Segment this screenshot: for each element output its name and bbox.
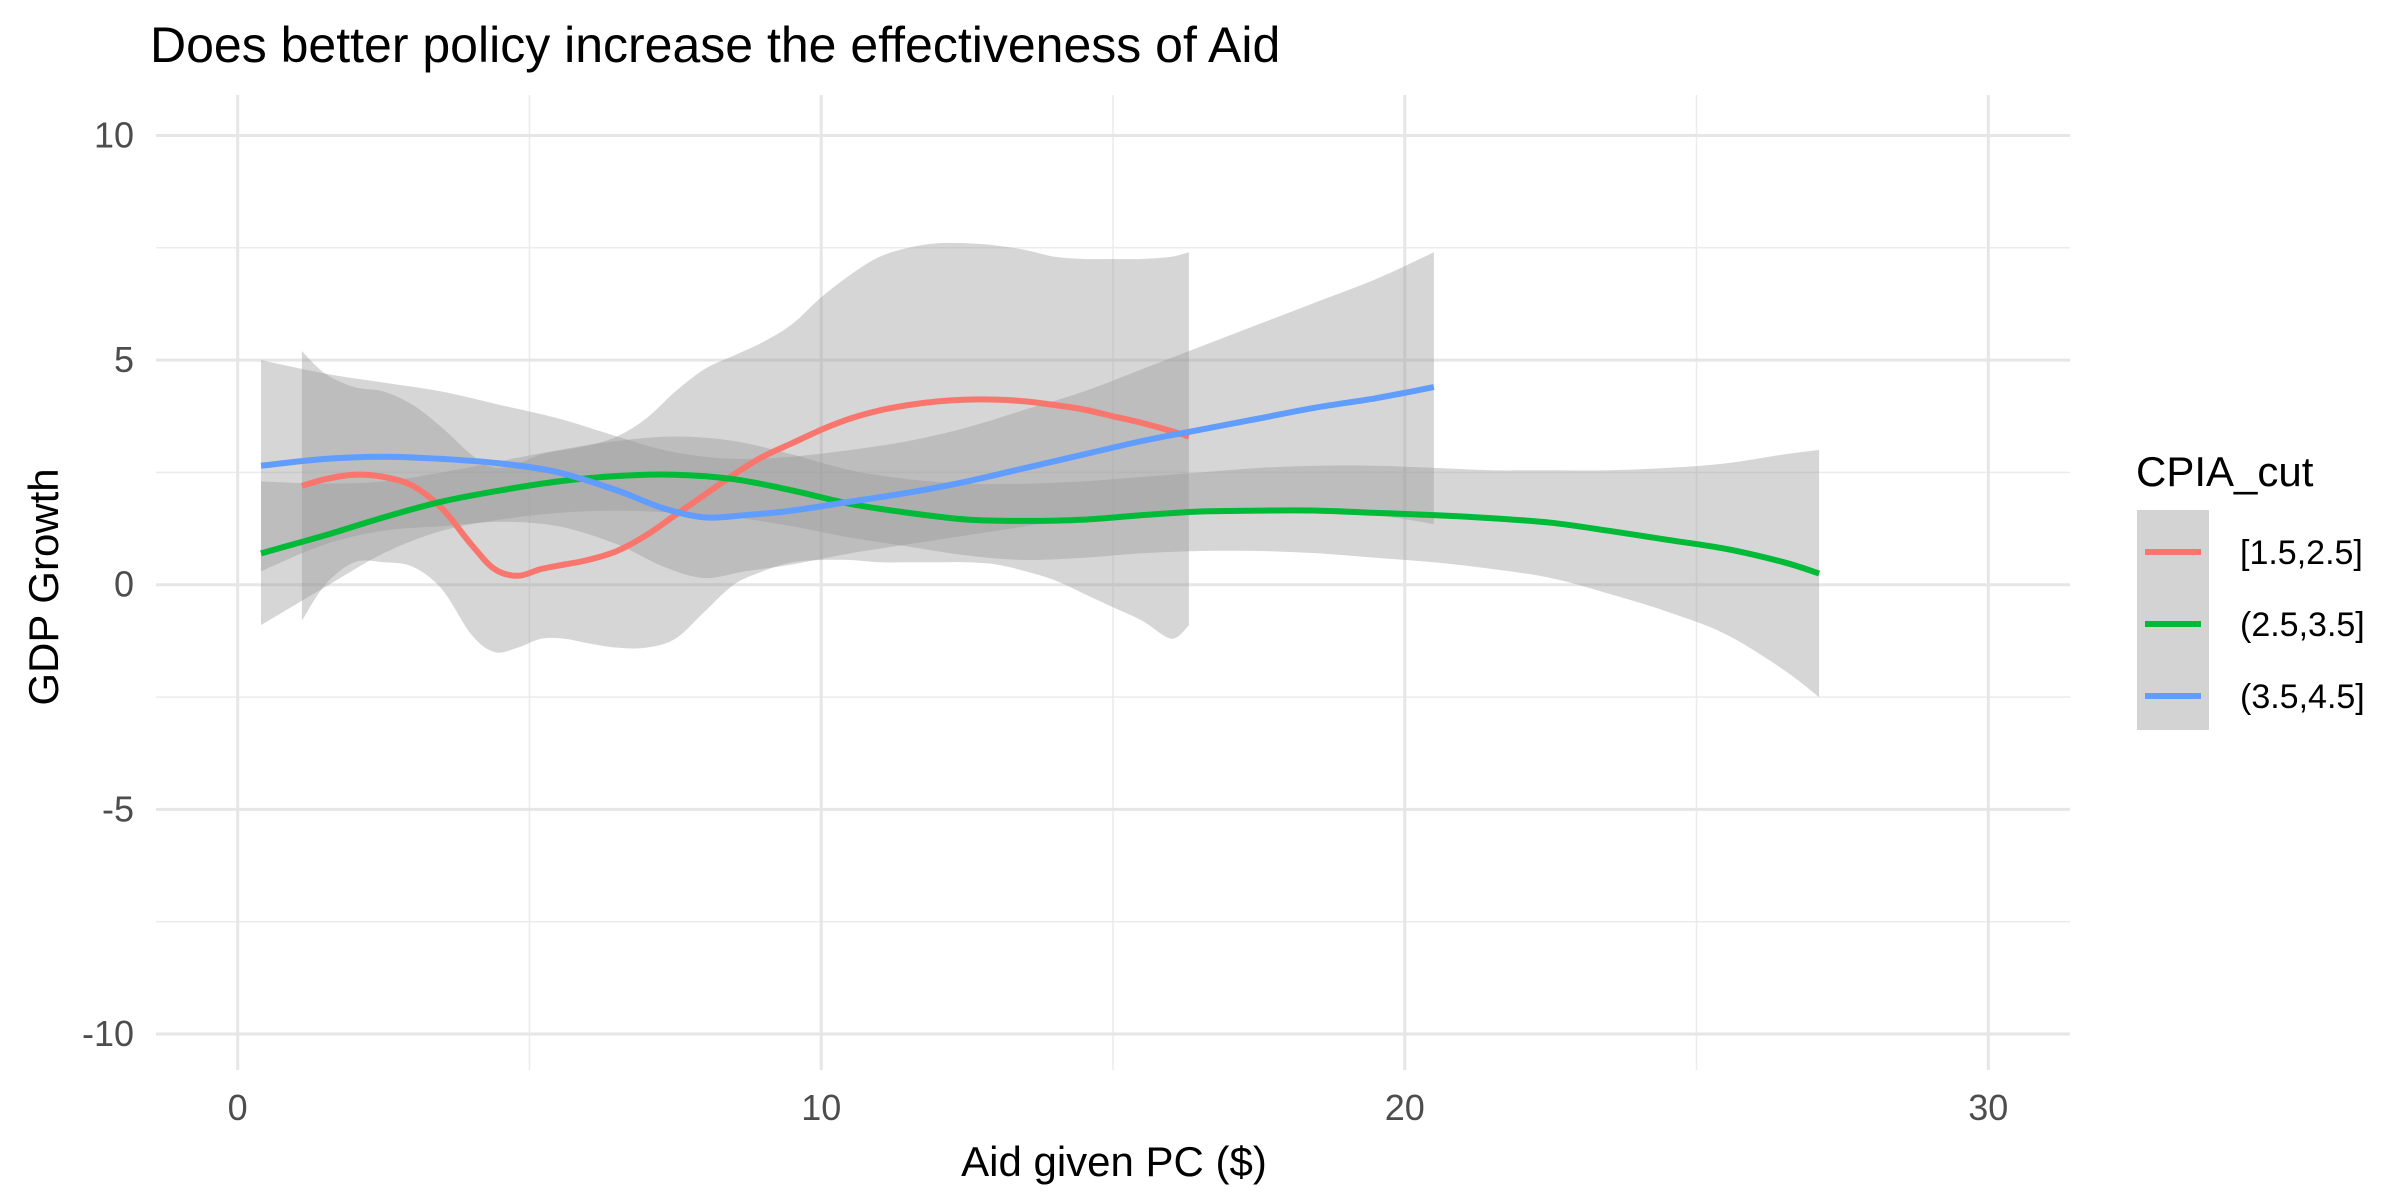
series-line xyxy=(301,396,1190,579)
tick-labels: 0 10 20 30 -10 -5 0 5 10 xyxy=(82,114,2008,1128)
legend-label: (2.5,3.5] xyxy=(2240,606,2365,644)
y-tick-label: -5 xyxy=(102,788,134,829)
y-axis-title: GDP Growth xyxy=(20,468,67,705)
confidence-band xyxy=(301,242,1189,653)
y-tick-label: 5 xyxy=(114,339,134,380)
x-axis-title: Aid given PC ($) xyxy=(961,1138,1267,1185)
y-tick-label: -10 xyxy=(82,1013,134,1054)
series-line xyxy=(260,384,1435,521)
legend-label: (3.5,4.5] xyxy=(2240,678,2365,716)
legend-title: CPIA_cut xyxy=(2136,448,2314,495)
x-tick-label: 0 xyxy=(228,1087,248,1128)
grid xyxy=(156,95,2070,1070)
x-tick-label: 20 xyxy=(1385,1087,1425,1128)
series-lines xyxy=(260,384,1821,579)
y-tick-label: 10 xyxy=(94,114,134,155)
y-tick-label: 0 xyxy=(114,564,134,605)
x-tick-label: 30 xyxy=(1968,1087,2008,1128)
x-tick-label: 10 xyxy=(801,1087,841,1128)
legend-label: [1.5,2.5] xyxy=(2240,534,2363,572)
chart-title: Does better policy increase the effectiv… xyxy=(150,17,1280,73)
legend: CPIA_cut [1.5,2.5] (2.5,3.5] (3.5,4.5] xyxy=(2136,448,2365,730)
confidence-band xyxy=(261,252,1434,579)
series-line xyxy=(260,471,1821,577)
